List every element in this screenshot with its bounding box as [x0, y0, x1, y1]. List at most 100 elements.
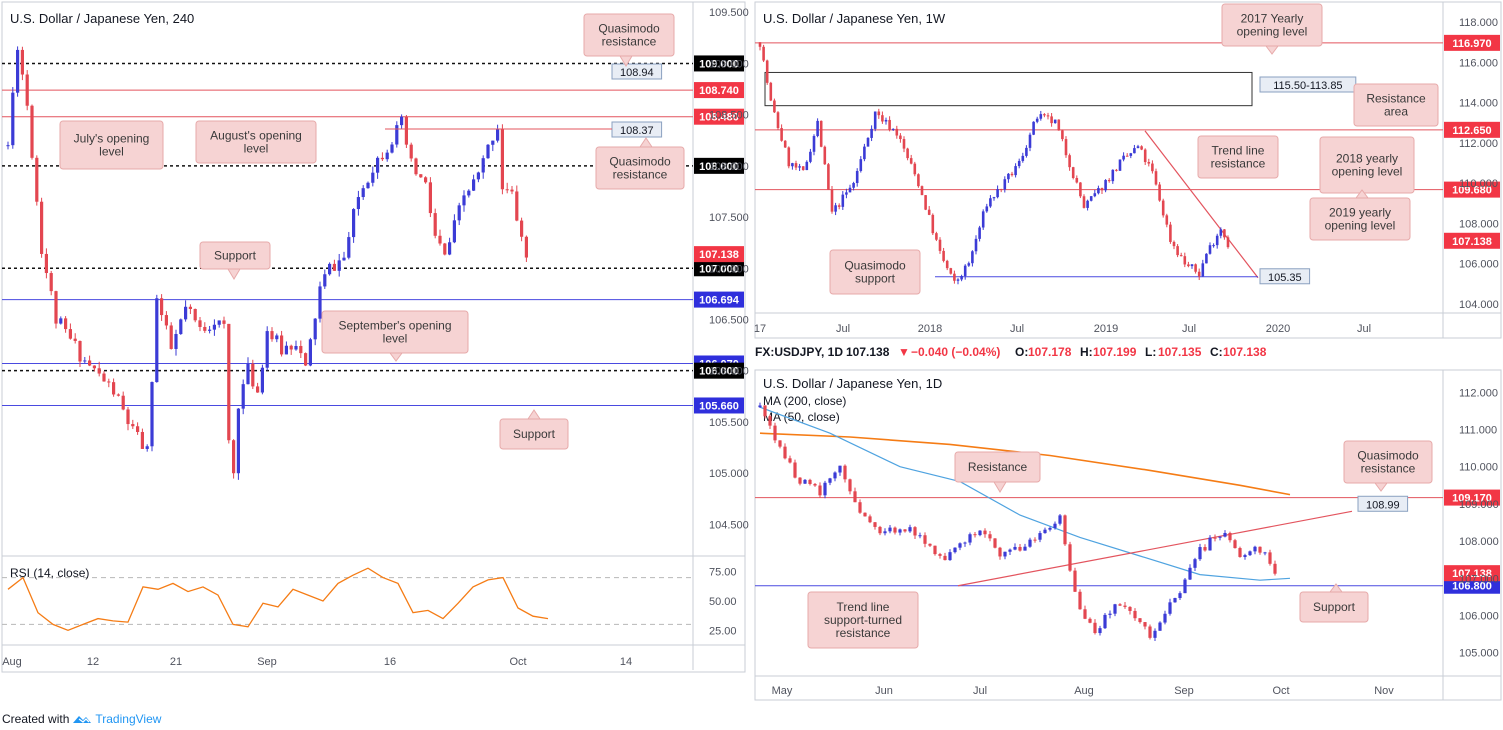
h4-candle-body [419, 174, 423, 178]
h4-note-august-open-text: level [244, 142, 269, 156]
daily-candle-body [1058, 515, 1062, 524]
weekly-note-2018-text: 2018 yearly [1336, 152, 1398, 166]
weekly-candle-body [1136, 146, 1140, 149]
weekly-candle-body [935, 233, 938, 240]
weekly-candle-body [830, 189, 834, 212]
h4-candle-body [395, 125, 399, 145]
daily-candle-body [1148, 626, 1152, 638]
daily-last-price-tag-text: 107.138 [1452, 568, 1492, 580]
h4-candle-body [155, 298, 159, 383]
daily-ohlc-part: 107.138 [1223, 345, 1267, 359]
weekly-level-tag [1444, 181, 1500, 198]
h4-x-tick-label: 14 [620, 656, 632, 668]
h4-note-july-open-text: level [99, 145, 124, 159]
h4-candle-body [203, 326, 207, 331]
weekly-x-tick-label: Jul [1010, 323, 1024, 335]
daily-candle-body [1023, 546, 1027, 551]
daily-candle-body [838, 465, 842, 473]
weekly-candle-body [776, 112, 780, 129]
weekly-candle-body [1179, 255, 1183, 257]
daily-candle-body [1208, 537, 1212, 551]
daily-candle-body [1063, 515, 1067, 545]
h4-candle-body [472, 179, 476, 191]
h4-candle-body [145, 446, 149, 449]
h4-candle-body [88, 360, 92, 366]
daily-candle-body [983, 530, 987, 535]
weekly-trend-line [1144, 130, 1259, 279]
daily-candle-body [938, 554, 942, 556]
weekly-candle-body [1053, 119, 1057, 124]
daily-candle-body [1033, 539, 1037, 541]
h4-candle-body [467, 190, 471, 196]
tradingview-logo-icon[interactable] [72, 713, 92, 725]
weekly-candle-body [845, 192, 848, 195]
h4-level-tag-text: 107.000 [699, 263, 739, 275]
weekly-candle-body [1050, 116, 1053, 124]
daily-y-tick-label: 105.000 [1459, 648, 1499, 660]
daily-candle-body [1088, 618, 1092, 623]
h4-candle-body [160, 298, 164, 316]
h4-candle-body [198, 320, 202, 327]
daily-candle-body [893, 527, 897, 533]
weekly-box-label-text: 115.50-113.85 [1273, 80, 1342, 92]
h4-candle-body [260, 367, 264, 393]
weekly-last-price-tag [1444, 232, 1500, 249]
h4-candle-body [179, 319, 183, 335]
h4-candle-body [481, 158, 485, 173]
h4-candle-body [164, 315, 168, 326]
weekly-level-tag [1444, 121, 1500, 138]
daily-candle-body [878, 526, 882, 534]
h4-level-tag [694, 108, 744, 125]
daily-candle-body [818, 485, 822, 496]
daily-candle-body [1113, 604, 1117, 614]
weekly-y-tick-label: 108.000 [1459, 218, 1499, 230]
daily-candle-body [1228, 532, 1232, 541]
h4-candle-body [251, 363, 255, 387]
weekly-candle-body [1122, 155, 1125, 160]
daily-x-tick-label: Aug [1074, 685, 1094, 697]
daily-candle-body [1073, 570, 1077, 592]
h4-candle-body [275, 335, 279, 340]
daily-candle-body [1163, 613, 1167, 623]
weekly-candle-body [827, 164, 830, 190]
weekly-candle-body [1068, 155, 1071, 168]
daily-candle-body [853, 491, 857, 503]
h4-note-support-low-pointer [527, 409, 541, 420]
h4-rsi-y-tick: 75.00 [709, 567, 737, 579]
weekly-candle-body [1032, 121, 1035, 135]
weekly-candle-body [823, 146, 827, 165]
weekly-candle-body [816, 120, 819, 137]
weekly-note-2018 [1319, 136, 1415, 194]
daily-note-support-text: Support [1313, 600, 1356, 614]
weekly-candle-body [866, 137, 870, 147]
daily-candle-body [803, 479, 807, 484]
h4-y-tick-label: 105.000 [709, 468, 749, 480]
h4-candle-body [92, 365, 96, 369]
daily-ma200-label: MA (200, close) [763, 394, 846, 408]
h4-candle-body [524, 236, 528, 258]
daily-candle-body [1243, 555, 1247, 557]
weekly-candle-body [1071, 167, 1075, 178]
h4-level-tag-text: 108.480 [699, 112, 739, 124]
footer-brand[interactable]: TradingView [95, 712, 162, 726]
h4-candle-body [500, 129, 504, 190]
h4-x-tick-label: 12 [87, 656, 99, 668]
daily-candle-body [1143, 622, 1147, 627]
h4-box-label [611, 63, 663, 80]
weekly-candle-body [1215, 235, 1219, 246]
h4-candle-body [112, 382, 116, 395]
h4-candle-body [212, 324, 216, 330]
weekly-candle-body [1104, 180, 1107, 191]
h4-level-tag [694, 157, 744, 174]
daily-ma200-line [759, 432, 1291, 496]
h4-y-tick-label: 107.500 [709, 212, 749, 224]
daily-candle-body [1173, 598, 1177, 603]
weekly-candle-body [819, 120, 823, 147]
daily-candle-body [1013, 546, 1017, 550]
weekly-candle-body [902, 139, 906, 149]
h4-candle-body [97, 368, 101, 374]
daily-candle-body [1018, 546, 1022, 551]
daily-y-tick-label: 110.000 [1459, 462, 1498, 474]
h4-candle-body [150, 382, 154, 447]
weekly-candle-body [895, 128, 899, 136]
